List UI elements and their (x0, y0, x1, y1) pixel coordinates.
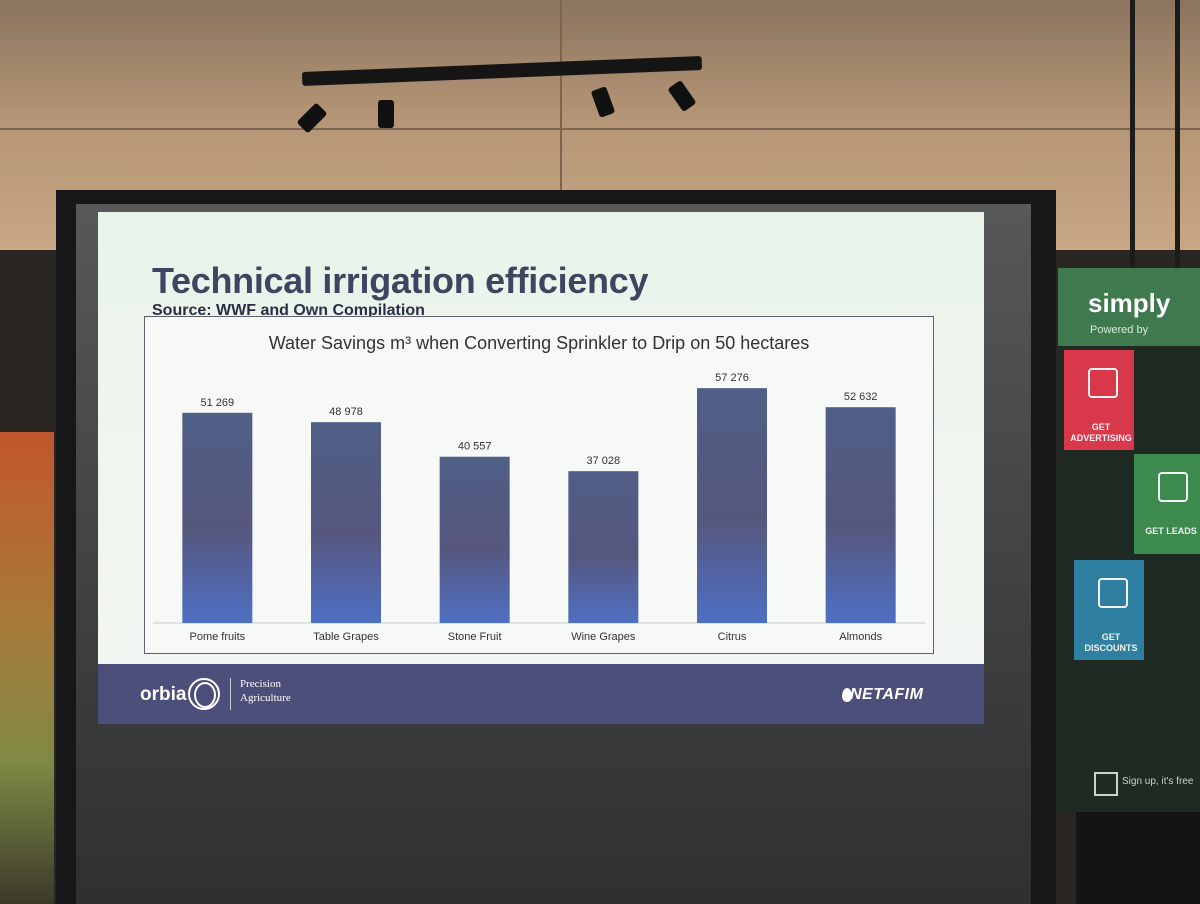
ceiling-seam (560, 0, 562, 250)
ceiling-seam (0, 128, 1200, 130)
slide-footer: orbia Precision Agriculture NETAFIM (98, 664, 984, 724)
profile-icon (1088, 368, 1118, 398)
signup-text: Sign up, it's free (1122, 776, 1194, 787)
tile-label: GET ADVERTISING (1070, 422, 1132, 443)
division-line-2: Agriculture (240, 692, 291, 704)
tile-label: GET DISCOUNTS (1084, 632, 1138, 653)
left-signage (0, 432, 54, 904)
data-label: 51 269 (201, 397, 235, 409)
orbia-ring-icon (194, 682, 216, 708)
truss (1130, 0, 1180, 270)
chart-container: Water Savings m³ when Converting Sprinkl… (144, 316, 934, 654)
bar-citrus (697, 388, 767, 623)
banner-tile-discounts: GET DISCOUNTS (1074, 560, 1144, 660)
bar-wine-grapes (568, 471, 639, 623)
chart-title: Water Savings m³ when Converting Sprinkl… (269, 333, 810, 353)
x-tick-label: Table Grapes (313, 631, 379, 643)
banner-header: simply Powered by (1058, 268, 1200, 346)
water-drop-icon (842, 688, 852, 702)
bar-almonds (825, 407, 896, 623)
bar-chart: Water Savings m³ when Converting Sprinkl… (153, 333, 925, 643)
division-line-1: Precision (240, 678, 281, 690)
spotlight (378, 100, 394, 128)
data-label: 48 978 (329, 406, 363, 418)
bar-stone-fruit (439, 456, 510, 623)
data-label: 57 276 (715, 372, 749, 384)
x-tick-label: Stone Fruit (448, 631, 502, 643)
netafim-logo: NETAFIM (850, 686, 924, 703)
image-icon (1158, 472, 1188, 502)
orbia-logo: orbia (140, 684, 187, 705)
data-label: 52 632 (844, 391, 878, 403)
tile-label: GET LEADS (1145, 526, 1197, 536)
powered-by-text: Powered by (1090, 324, 1149, 336)
presentation-slide: Technical irrigation efficiency Source: … (98, 212, 984, 724)
footer-divider (230, 678, 231, 710)
simply-logo: simply (1088, 288, 1171, 318)
qr-code-icon (1094, 772, 1118, 796)
x-tick-label: Pome fruits (190, 631, 246, 643)
table (1076, 812, 1200, 904)
banner-tile-leads: GET LEADS (1134, 454, 1200, 554)
bar-table-grapes (311, 422, 381, 623)
x-tick-label: Citrus (718, 631, 747, 643)
banner-tile-advertising: GET ADVERTISING (1064, 350, 1134, 450)
x-tick-label: Wine Grapes (571, 631, 636, 643)
slide-source: Source: WWF and Own Compilation (152, 302, 425, 319)
data-label: 40 557 (458, 441, 492, 453)
bar-pome-fruits (182, 412, 253, 623)
puzzle-icon (1098, 578, 1128, 608)
orbia-ring-icon (188, 678, 220, 710)
data-label: 37 028 (587, 455, 621, 467)
slide-title: Technical irrigation efficiency (152, 260, 649, 301)
simply-banner: simply Powered by GET ADVERTISING GET LE… (1058, 268, 1200, 814)
x-tick-label: Almonds (839, 631, 882, 643)
